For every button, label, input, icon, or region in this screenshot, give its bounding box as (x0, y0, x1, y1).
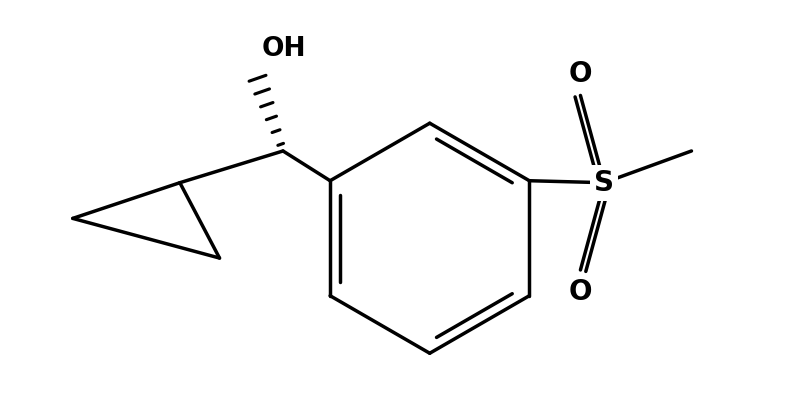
Text: OH: OH (262, 36, 306, 62)
Text: O: O (568, 278, 592, 306)
Text: O: O (568, 59, 592, 88)
Text: S: S (595, 169, 615, 197)
